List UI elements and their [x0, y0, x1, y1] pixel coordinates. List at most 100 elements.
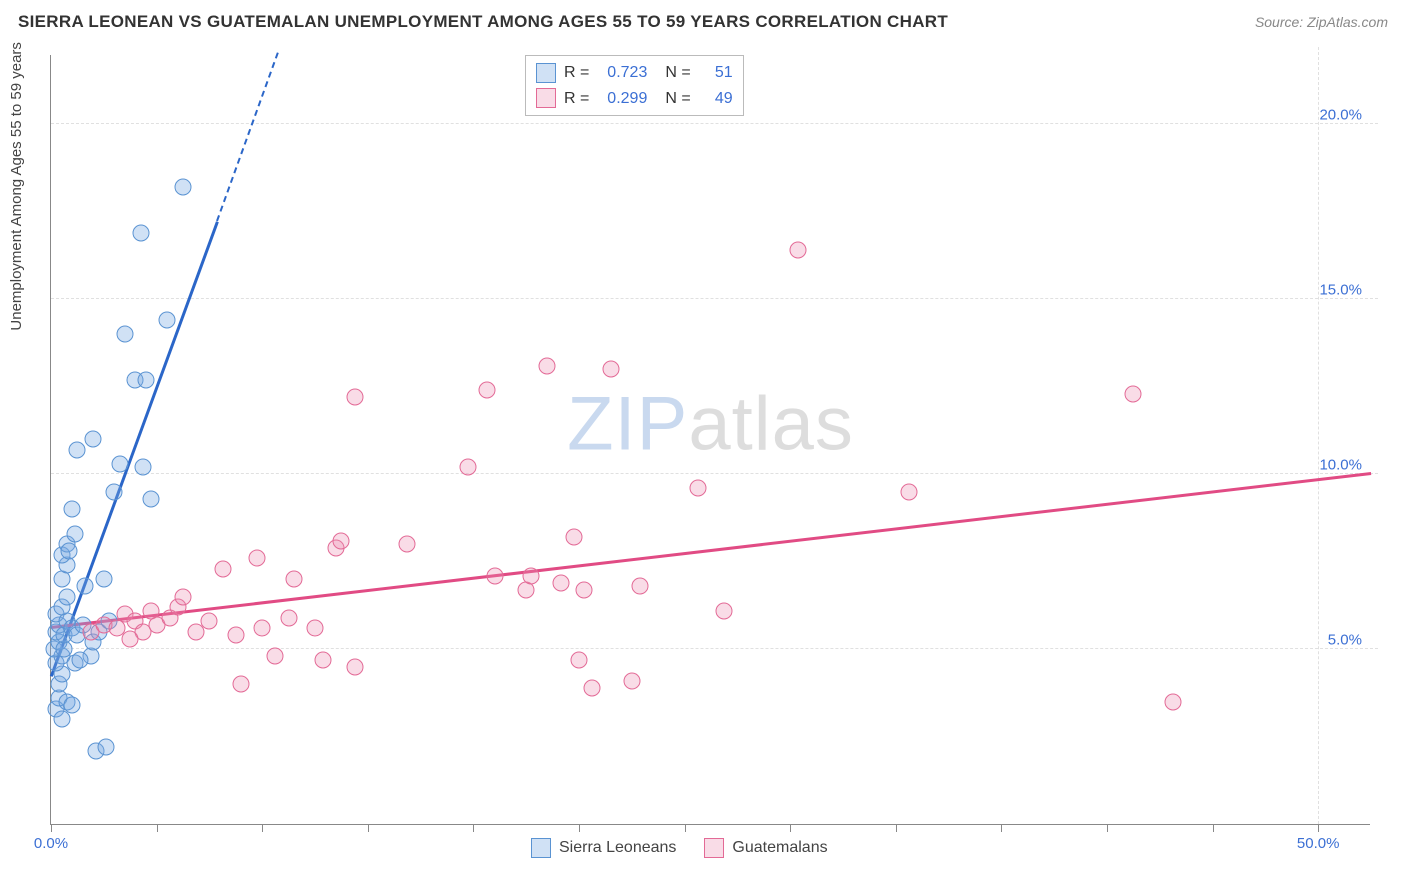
data-point	[66, 525, 83, 542]
data-point	[280, 609, 297, 626]
data-point	[689, 480, 706, 497]
trend-line	[51, 472, 1371, 628]
data-point	[201, 613, 218, 630]
data-point	[122, 630, 139, 647]
data-point	[111, 455, 128, 472]
data-point	[58, 588, 75, 605]
legend-n-value: 51	[699, 60, 733, 86]
data-point	[159, 312, 176, 329]
trend-line-extrapolated	[216, 53, 279, 222]
data-point	[285, 571, 302, 588]
data-point	[584, 679, 601, 696]
x-tick-mark	[262, 824, 263, 832]
data-point	[106, 483, 123, 500]
legend-r-label: R =	[564, 60, 589, 86]
data-point	[565, 529, 582, 546]
legend-swatch	[536, 88, 556, 108]
x-tick-mark	[685, 824, 686, 832]
data-point	[85, 431, 102, 448]
x-tick-mark	[896, 824, 897, 832]
data-point	[631, 578, 648, 595]
y-axis-label: Unemployment Among Ages 55 to 59 years	[8, 42, 25, 331]
x-tick-mark	[1213, 824, 1214, 832]
y-tick-label: 5.0%	[1328, 632, 1362, 649]
x-tick-mark	[157, 824, 158, 832]
y-tick-label: 20.0%	[1319, 107, 1362, 124]
data-point	[602, 361, 619, 378]
data-point	[716, 602, 733, 619]
data-point	[69, 441, 86, 458]
gridline-horizontal	[51, 648, 1378, 649]
data-point	[576, 581, 593, 598]
data-point	[314, 651, 331, 668]
x-tick-mark	[368, 824, 369, 832]
x-tick-mark	[579, 824, 580, 832]
correlation-legend: R =0.723N =51R =0.299N =49	[525, 55, 744, 116]
data-point	[486, 567, 503, 584]
chart-title: SIERRA LEONEAN VS GUATEMALAN UNEMPLOYMEN…	[18, 12, 948, 32]
legend-row: R =0.299N =49	[536, 86, 733, 112]
data-point	[571, 651, 588, 668]
legend-n-label: N =	[665, 60, 690, 86]
data-point	[135, 459, 152, 476]
data-point	[116, 326, 133, 343]
watermark-zip: ZIP	[567, 382, 688, 467]
data-point	[346, 658, 363, 675]
x-tick-label: 50.0%	[1297, 835, 1340, 852]
data-point	[552, 574, 569, 591]
data-point	[346, 389, 363, 406]
gridline-horizontal	[51, 473, 1378, 474]
data-point	[254, 620, 271, 637]
data-point	[1165, 693, 1182, 710]
data-point	[478, 382, 495, 399]
series-legend: Sierra Leoneans Guatemalans	[531, 838, 828, 858]
title-bar: SIERRA LEONEAN VS GUATEMALAN UNEMPLOYMEN…	[18, 12, 1388, 32]
legend-swatch	[536, 63, 556, 83]
data-point	[233, 676, 250, 693]
data-point	[72, 651, 89, 668]
data-point	[132, 224, 149, 241]
data-point	[77, 578, 94, 595]
data-point	[143, 490, 160, 507]
scatter-plot: ZIPatlas R =0.723N =51R =0.299N =49 Sier…	[50, 55, 1370, 825]
source-label: Source: ZipAtlas.com	[1255, 14, 1388, 30]
data-point	[333, 532, 350, 549]
data-point	[64, 501, 81, 518]
data-point	[214, 560, 231, 577]
legend-r-label: R =	[564, 86, 589, 112]
data-point	[623, 672, 640, 689]
x-tick-label: 0.0%	[34, 835, 68, 852]
data-point	[95, 571, 112, 588]
legend-r-value: 0.723	[597, 60, 647, 86]
legend-row: R = 0.723 N = 51	[536, 60, 733, 86]
data-point	[523, 567, 540, 584]
watermark-atlas: atlas	[688, 382, 854, 467]
legend-n-label: N =	[665, 86, 690, 112]
gridline-horizontal	[51, 298, 1378, 299]
y-tick-label: 10.0%	[1319, 457, 1362, 474]
data-point	[227, 627, 244, 644]
legend-item: Sierra Leoneans	[531, 838, 676, 858]
data-point	[399, 536, 416, 553]
data-point	[248, 550, 265, 567]
y-tick-label: 15.0%	[1319, 282, 1362, 299]
x-tick-mark	[1318, 824, 1319, 832]
x-tick-mark	[473, 824, 474, 832]
legend-r-value: 0.299	[597, 86, 647, 112]
data-point	[53, 711, 70, 728]
x-tick-mark	[51, 824, 52, 832]
data-point	[175, 179, 192, 196]
legend-label: Guatemalans	[732, 839, 827, 857]
data-point	[901, 483, 918, 500]
data-point	[138, 371, 155, 388]
legend-swatch	[704, 838, 724, 858]
x-tick-mark	[1001, 824, 1002, 832]
data-point	[61, 543, 78, 560]
legend-item: Guatemalans	[704, 838, 827, 858]
legend-label: Sierra Leoneans	[559, 839, 676, 857]
x-tick-mark	[790, 824, 791, 832]
data-point	[98, 739, 115, 756]
gridline-vertical	[1318, 47, 1319, 824]
x-tick-mark	[1107, 824, 1108, 832]
data-point	[790, 242, 807, 259]
